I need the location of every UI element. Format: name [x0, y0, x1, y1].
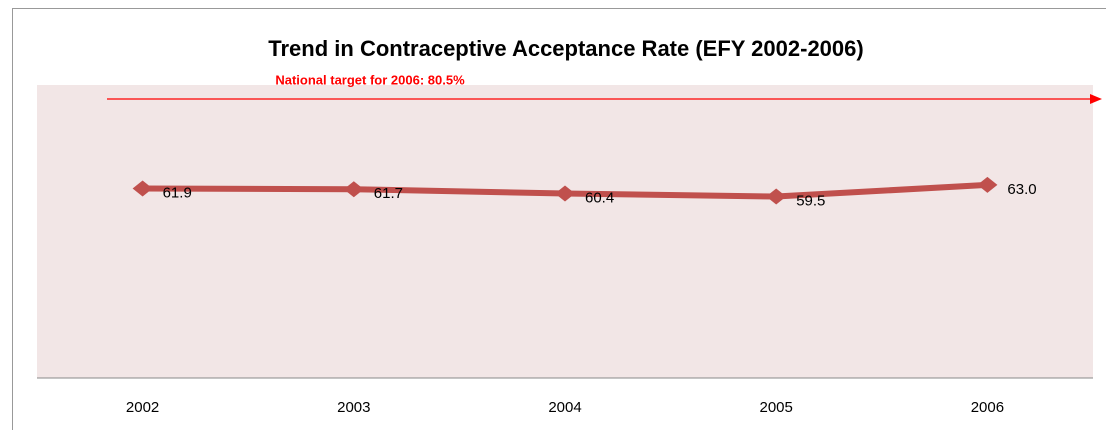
x-tick-label: 2004 [548, 399, 581, 416]
data-label: 60.4 [585, 190, 614, 207]
x-tick-label: 2005 [760, 399, 793, 416]
chart-title: Trend in Contraceptive Acceptance Rate (… [268, 36, 863, 61]
plot-area [37, 85, 1093, 378]
data-label: 61.7 [374, 185, 403, 202]
data-label: 63.0 [1007, 181, 1036, 198]
data-label: 61.9 [163, 185, 192, 202]
x-tick-label: 2006 [971, 399, 1004, 416]
data-label: 59.5 [796, 193, 825, 210]
x-tick-label: 2003 [337, 399, 370, 416]
x-tick-label: 2002 [126, 399, 159, 416]
annotation: National target for 2006: 80.5% [275, 72, 465, 87]
